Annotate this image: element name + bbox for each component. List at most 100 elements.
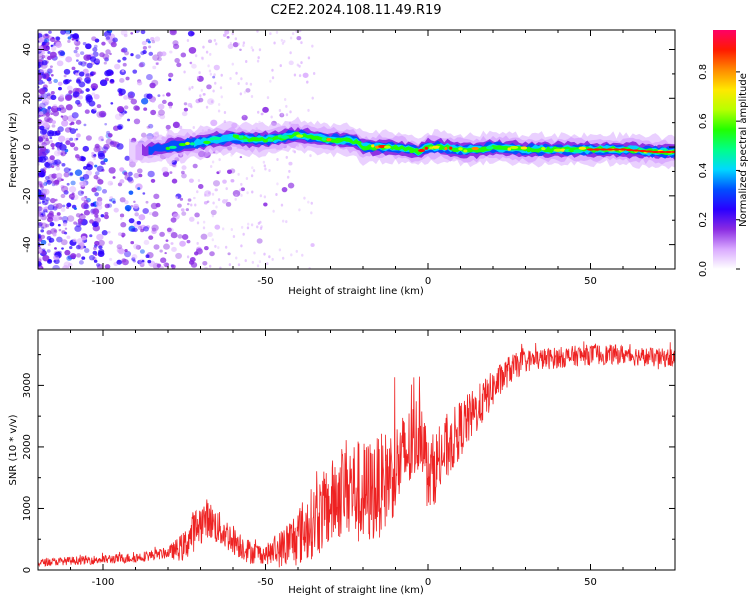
spectrogram-noise-blob <box>92 51 99 57</box>
spectrogram-ridge-peak <box>599 148 608 151</box>
spectrogram-noise-blob <box>162 263 166 266</box>
spectrogram-noise-blob <box>46 230 52 235</box>
spectrogram-noise-blob <box>239 48 242 51</box>
spectrogram-noise-blob <box>251 260 255 264</box>
spectrogram-noise-blob <box>38 207 44 215</box>
spectrogram-noise-blob <box>239 155 243 159</box>
spectrogram-noise-blob <box>100 160 106 165</box>
spectrogram-noise-blob <box>119 213 125 218</box>
spectrogram-ridge-peak <box>658 150 666 154</box>
spectrogram-noise-blob <box>264 167 267 171</box>
spectrogram-noise-blob <box>117 105 124 113</box>
colorbar: 0.0 0.2 0.4 0.6 0.8 Normalized spectral ampl… <box>698 30 749 277</box>
spectrogram-ridge-peak <box>212 136 222 141</box>
spectrogram-noise-blob <box>209 164 213 168</box>
spectrogram-noise-blob <box>72 91 80 98</box>
spectrogram-noise-blob <box>245 82 248 86</box>
spectrogram-noise-blob <box>143 239 150 246</box>
snr-x-tick-label: 0 <box>425 577 431 588</box>
spectrogram-noise-blob <box>50 37 56 43</box>
spectrogram-noise-blob <box>301 253 304 257</box>
spectrogram-noise-blob <box>222 33 227 37</box>
spectrogram-noise-blob <box>192 125 195 129</box>
snr-plot-area <box>38 341 675 568</box>
spectrogram-noise-blob <box>46 46 50 49</box>
spectrogram-noise-blob <box>172 121 180 129</box>
snr-series-line <box>38 341 675 568</box>
spectrogram-noise-blob <box>271 76 275 80</box>
spectrogram-noise-blob <box>217 102 221 106</box>
spectrogram-noise-blob <box>47 50 51 54</box>
spectrogram-noise-blob <box>213 38 217 42</box>
spectrogram-x-tick-label: -50 <box>257 276 273 287</box>
spectrogram-noise-blob <box>54 251 61 258</box>
spectrogram-ridge-peak <box>365 146 371 151</box>
spectrogram-noise-blob <box>45 223 50 228</box>
spectrogram-noise-blob <box>256 238 263 244</box>
spectrogram-noise-blob <box>150 178 156 183</box>
spectrogram-noise-blob <box>203 201 208 205</box>
spectrogram-noise-blob <box>119 197 126 203</box>
spectrogram-noise-blob <box>50 74 54 77</box>
spectrogram-noise-blob <box>94 216 101 224</box>
spectrogram-noise-blob <box>96 186 102 192</box>
spectrogram-noise-blob <box>162 171 170 177</box>
spectrogram-noise-blob <box>73 221 78 225</box>
spectrogram-noise-blob <box>169 162 173 167</box>
spectrogram-noise-blob <box>298 74 302 78</box>
spectrogram-noise-blob <box>38 94 41 98</box>
spectrogram-noise-blob <box>117 232 123 236</box>
spectrogram-noise-blob <box>124 250 132 258</box>
spectrogram-noise-blob <box>214 224 221 230</box>
spectrogram-noise-blob <box>117 123 124 130</box>
spectrogram-noise-blob <box>53 254 60 261</box>
spectrogram-noise-blob <box>237 172 240 176</box>
spectrogram-noise-blob <box>165 92 171 97</box>
spectrogram-noise-blob <box>127 118 131 122</box>
spectrogram-noise-blob <box>104 203 110 209</box>
spectrogram-noise-blob <box>134 106 141 111</box>
spectrogram-noise-blob <box>171 178 178 184</box>
spectrogram-noise-blob <box>217 198 221 202</box>
spectrogram-noise-blob <box>124 248 128 253</box>
spectrogram-ridge-peak <box>546 146 550 150</box>
spectrogram-noise-blob <box>172 43 180 50</box>
spectrogram-noise-blob <box>42 200 45 203</box>
spectrogram-noise-blob <box>103 61 107 65</box>
spectrogram-noise-blob <box>190 203 193 207</box>
spectrogram-noise-blob <box>53 259 57 263</box>
spectrogram-noise-blob <box>181 111 188 117</box>
spectrogram-noise-blob <box>268 169 271 173</box>
spectrogram-noise-blob <box>210 119 218 127</box>
spectrogram-noise-blob <box>158 109 165 116</box>
spectrogram-ridge-peak <box>578 146 587 150</box>
spectrogram-noise-blob <box>47 216 54 223</box>
spectrogram-noise-blob <box>123 95 129 100</box>
spectrogram-noise-blob <box>38 214 43 220</box>
spectrogram-noise-blob <box>98 245 103 250</box>
spectrogram-noise-blob <box>101 230 108 236</box>
spectrogram-noise-blob <box>104 123 108 126</box>
spectrogram-noise-blob <box>283 39 286 43</box>
spectrogram-noise-blob <box>119 167 125 172</box>
spectrogram-noise-blob <box>125 76 130 81</box>
spectrogram-noise-blob <box>151 229 157 235</box>
spectrogram-noise-blob <box>40 148 43 151</box>
spectrogram-noise-blob <box>65 31 70 36</box>
spectrogram-noise-blob <box>187 30 195 37</box>
spectrogram-noise-blob <box>80 191 85 194</box>
spectrogram-y-tick-label: 20 <box>22 92 33 105</box>
spectrogram-noise-blob <box>76 133 81 138</box>
spectrogram-noise-blob <box>187 198 192 202</box>
spectrogram-noise-blob <box>285 113 289 117</box>
spectrogram-noise-blob <box>226 169 233 175</box>
spectrogram-ridge-peak <box>593 148 601 151</box>
spectrogram-ridge-peak <box>189 142 195 146</box>
spectrogram-noise-blob <box>303 196 306 200</box>
spectrogram-noise-blob <box>143 226 149 232</box>
spectrogram-noise-blob <box>198 97 204 103</box>
spectrogram-noise-blob <box>38 63 41 69</box>
spectrogram-x-tick-label: 0 <box>425 276 431 287</box>
spectrogram-noise-blob <box>122 62 127 67</box>
spectrogram-noise-blob <box>118 111 125 117</box>
